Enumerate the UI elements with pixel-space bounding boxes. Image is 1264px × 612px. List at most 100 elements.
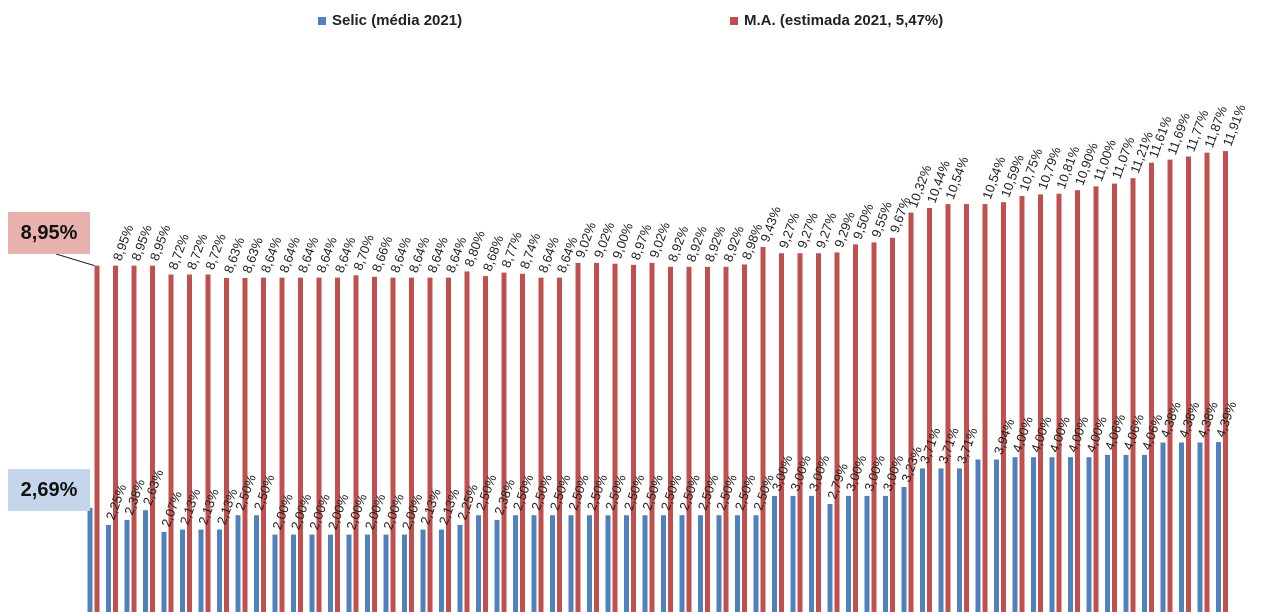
ma-bar	[760, 247, 766, 612]
selic-bar	[624, 515, 629, 612]
selic-bar	[383, 534, 389, 612]
selic-bar	[753, 515, 759, 612]
ma-bar	[853, 244, 858, 612]
selic-bar	[365, 534, 370, 612]
ma-bar	[816, 253, 821, 612]
ma-callout-value: 8,95%	[20, 221, 78, 244]
selic-bar	[920, 468, 925, 612]
ma-bar	[316, 277, 322, 612]
selic-bar	[1123, 454, 1129, 612]
selic-bar	[1049, 457, 1055, 612]
selic-bar	[254, 515, 259, 612]
ma-bar	[1204, 152, 1210, 612]
selic-bar	[1105, 454, 1110, 612]
ma-bar	[612, 263, 618, 612]
ma-bar	[631, 264, 636, 612]
selic-bar	[217, 529, 222, 612]
selic-bar	[87, 507, 93, 612]
ma-bar	[1019, 195, 1025, 612]
selic-bar	[883, 495, 888, 612]
selic-bar	[864, 495, 870, 612]
ma-bar	[1149, 162, 1154, 612]
selic-bar	[161, 531, 167, 612]
selic-bar	[901, 486, 907, 612]
ma-bar	[131, 265, 137, 612]
ma-bar	[409, 277, 414, 612]
ma-bar	[575, 262, 581, 612]
selic-bar	[957, 468, 962, 612]
ma-bar	[390, 277, 396, 612]
ma-bar	[205, 274, 211, 612]
selic-bar	[291, 534, 296, 612]
ma-bar	[557, 277, 562, 612]
selic-bar	[994, 459, 999, 612]
ma-bar	[1167, 159, 1173, 612]
ma-bar	[242, 278, 248, 612]
selic-bar	[476, 515, 481, 612]
selic-bar	[827, 504, 833, 612]
selic-bar	[513, 515, 518, 612]
ma-bar	[353, 275, 359, 612]
selic-bar	[1012, 457, 1018, 612]
ma-bar	[1001, 202, 1006, 612]
selic-bar	[1160, 442, 1166, 612]
selic-bar	[846, 495, 851, 612]
selic-bar	[975, 459, 981, 612]
selic-bar	[1031, 457, 1036, 612]
selic-bar	[772, 495, 777, 612]
selic-bar	[642, 515, 648, 612]
ma-bar	[1056, 193, 1062, 612]
ma-bar	[464, 271, 470, 612]
selic-bar	[309, 534, 315, 612]
selic-bar	[735, 515, 740, 612]
ma-bar	[871, 242, 877, 612]
selic-bar	[679, 515, 685, 612]
legend-label-selic: Selic (média 2021)	[332, 12, 463, 29]
selic-callout-value: 2,69%	[20, 478, 78, 501]
ma-bar	[335, 277, 340, 612]
ma-bar	[224, 278, 229, 612]
selic-bar	[809, 495, 814, 612]
selic-bar	[1216, 442, 1221, 612]
legend-label-ma: M.A. (estimada 2021, 5,47%)	[744, 12, 944, 29]
selic-bar	[938, 468, 944, 612]
ma-bar	[964, 204, 969, 612]
ma-bar	[890, 237, 895, 612]
selic-bar	[1197, 442, 1203, 612]
ma-bar	[668, 266, 673, 612]
ma-bar	[150, 265, 155, 612]
selic-bar	[568, 515, 574, 612]
ma-bar	[1093, 186, 1099, 612]
ma-bar	[834, 252, 840, 612]
ma-bar	[797, 253, 803, 612]
ma-bar	[1075, 190, 1080, 612]
selic-bar	[402, 534, 407, 612]
selic-bar	[143, 510, 148, 612]
selic-bar	[494, 519, 500, 612]
bars-group	[87, 151, 1228, 612]
ma-bar	[594, 262, 599, 612]
ma-bar	[520, 273, 525, 612]
legend-swatch-selic	[318, 16, 326, 25]
ma-bar	[927, 207, 932, 612]
ma-bar	[686, 266, 692, 612]
selic-bar	[1068, 457, 1073, 612]
ma-bar	[483, 276, 488, 612]
selic-bar	[235, 515, 241, 612]
selic-bar	[346, 534, 352, 612]
legend-item-selic: Selic (média 2021)	[318, 12, 462, 29]
selic-bar	[698, 515, 703, 612]
selic-bar	[328, 534, 333, 612]
ma-bar	[538, 277, 544, 612]
selic-bar	[124, 519, 130, 612]
ma-bar	[298, 277, 303, 612]
selic-bar	[550, 515, 555, 612]
selic-bar	[531, 515, 537, 612]
ma-bar	[279, 277, 285, 612]
ma-bar	[742, 264, 747, 612]
selic-bar	[439, 529, 444, 612]
ma-bar	[982, 204, 988, 612]
selic-bar	[106, 524, 111, 612]
selic-bar	[198, 529, 204, 612]
